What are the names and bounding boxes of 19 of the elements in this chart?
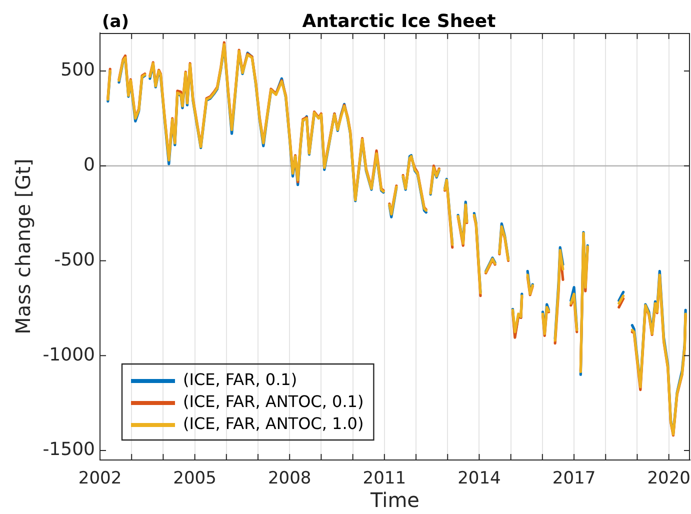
y-tick-label: -1500 <box>42 439 95 460</box>
x-tick-label: 2002 <box>78 468 122 489</box>
text: (a) <box>102 12 130 32</box>
x-tick-label: 2005 <box>173 468 216 489</box>
y-tick-label: -500 <box>54 249 95 270</box>
x-tick-label: 2020 <box>647 468 690 489</box>
x-axis-title: Time <box>370 488 420 512</box>
legend-label: (ICE, FAR, ANTOC, 0.1) <box>183 392 364 412</box>
y-tick-label: 0 <box>84 154 95 176</box>
x-tick-label: 2014 <box>458 468 501 489</box>
legend-label: (ICE, FAR, ANTOC, 1.0) <box>183 414 364 434</box>
y-tick-label: -1000 <box>42 344 95 366</box>
x-tick-label: 2011 <box>362 468 406 489</box>
y-axis-title: Mass change [Gt] <box>11 158 36 334</box>
x-tick-label: 2017 <box>552 468 596 489</box>
y-tick-label: 500 <box>60 60 95 81</box>
x-tick-label: 2008 <box>268 468 312 489</box>
legend-label: (ICE, FAR, 0.1) <box>183 370 298 390</box>
chart-title: Antarctic Ice Sheet <box>302 11 496 32</box>
